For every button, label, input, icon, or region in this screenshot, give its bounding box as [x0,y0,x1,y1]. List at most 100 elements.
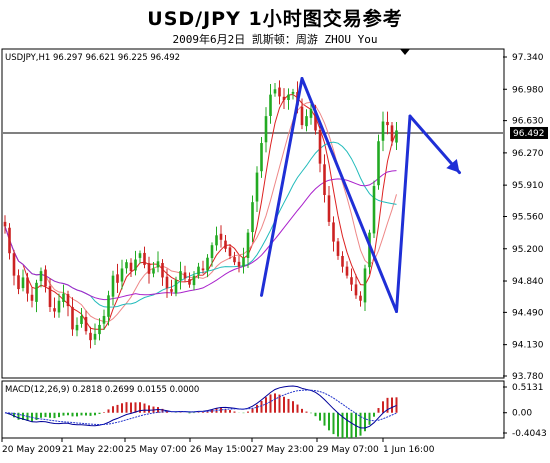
candle [174,276,178,297]
trend-arrowhead [446,158,460,173]
candle-body [228,247,232,256]
candle [228,244,232,260]
y-tick-label: 94.840 [512,277,544,287]
candle [255,166,259,213]
candle-body [66,294,70,307]
candle-body [17,275,20,290]
candle-body [8,227,11,254]
candle [71,297,74,336]
candle-body [386,121,389,126]
candle [188,272,191,288]
candle-body [242,257,245,267]
candle-body [327,195,331,222]
chart-title: USD/JPY 1小时图交易参考 [147,8,403,30]
candle-body [39,271,43,282]
candle [57,293,61,318]
y-tick-label: 95.200 [512,245,544,255]
candle-body [368,232,371,268]
y-tick-label: 96.270 [512,149,544,159]
symbol-info: USDJPY,H1 96.297 96.621 96.225 96.492 [5,53,180,63]
candle [129,258,133,278]
candle [80,308,83,328]
candle [53,297,56,318]
ma-line-ma_slow2 [4,170,397,301]
candle-body [174,280,178,294]
candle [62,284,65,308]
candle [246,228,250,268]
candle [107,290,110,326]
candle-body [287,94,290,101]
candle [323,154,326,203]
candle-body [12,253,16,276]
candle-body [206,257,209,271]
candle [17,269,20,295]
candle [161,259,164,286]
candle [3,215,7,234]
candle-body [201,268,205,271]
candle-body [147,263,151,274]
candle [98,318,101,341]
candle [372,180,376,238]
macd-y-tick-label: 0.00 [512,409,532,419]
candle-body [363,268,367,303]
candle-body [116,274,119,283]
candle-body [170,289,173,292]
candle-body [377,141,380,186]
candle-body [107,295,110,317]
candle [147,256,151,284]
candle [192,271,196,291]
candle-body [75,324,79,331]
candle [26,272,29,302]
candle [179,261,182,290]
macd-panel-frame [1,380,505,439]
candle [381,111,385,152]
candle-body [21,277,25,289]
candle [305,109,308,132]
candle-body [345,266,349,276]
candle [102,309,106,330]
candle-body [341,255,344,267]
candle [156,251,160,273]
candle-body [323,164,326,195]
candle [327,185,331,227]
y-axis: 97.340 96.980 96.630 96.270 95.910 95.560 95.2… [503,53,548,382]
candle-body [269,94,272,116]
candle-body [161,263,164,278]
macd-panel [4,385,398,439]
current-price-box [510,126,548,139]
candle [386,111,389,135]
candle [152,262,155,278]
candle [210,242,214,267]
candle-body [125,262,128,269]
candle [237,255,241,273]
candle [287,88,290,110]
candle [138,250,142,264]
candle [66,290,70,317]
candle-body [372,186,376,234]
candle [395,121,398,150]
main-panel [3,77,503,349]
candle-body [134,259,137,271]
candle-body [332,222,335,242]
candle [233,251,236,266]
current-price-label: 96.492 [513,129,545,139]
y-tick-label: 96.630 [512,117,544,127]
candle-body [138,253,142,258]
candle [282,88,286,110]
candle-body [273,89,277,94]
candle [39,267,43,288]
candle [35,279,38,313]
candle [341,251,344,273]
candle-body [359,295,362,301]
candle [75,317,79,337]
candle-body [183,272,187,279]
candle [143,246,146,269]
trend-line [395,114,412,313]
candle-body [44,269,47,287]
candle [170,279,173,296]
y-tick-label: 94.490 [512,308,544,318]
x-tick-label: 21 May 22:00 [62,445,124,455]
candle-body [264,116,268,143]
candle-body [143,252,146,265]
candle-body [84,316,88,332]
